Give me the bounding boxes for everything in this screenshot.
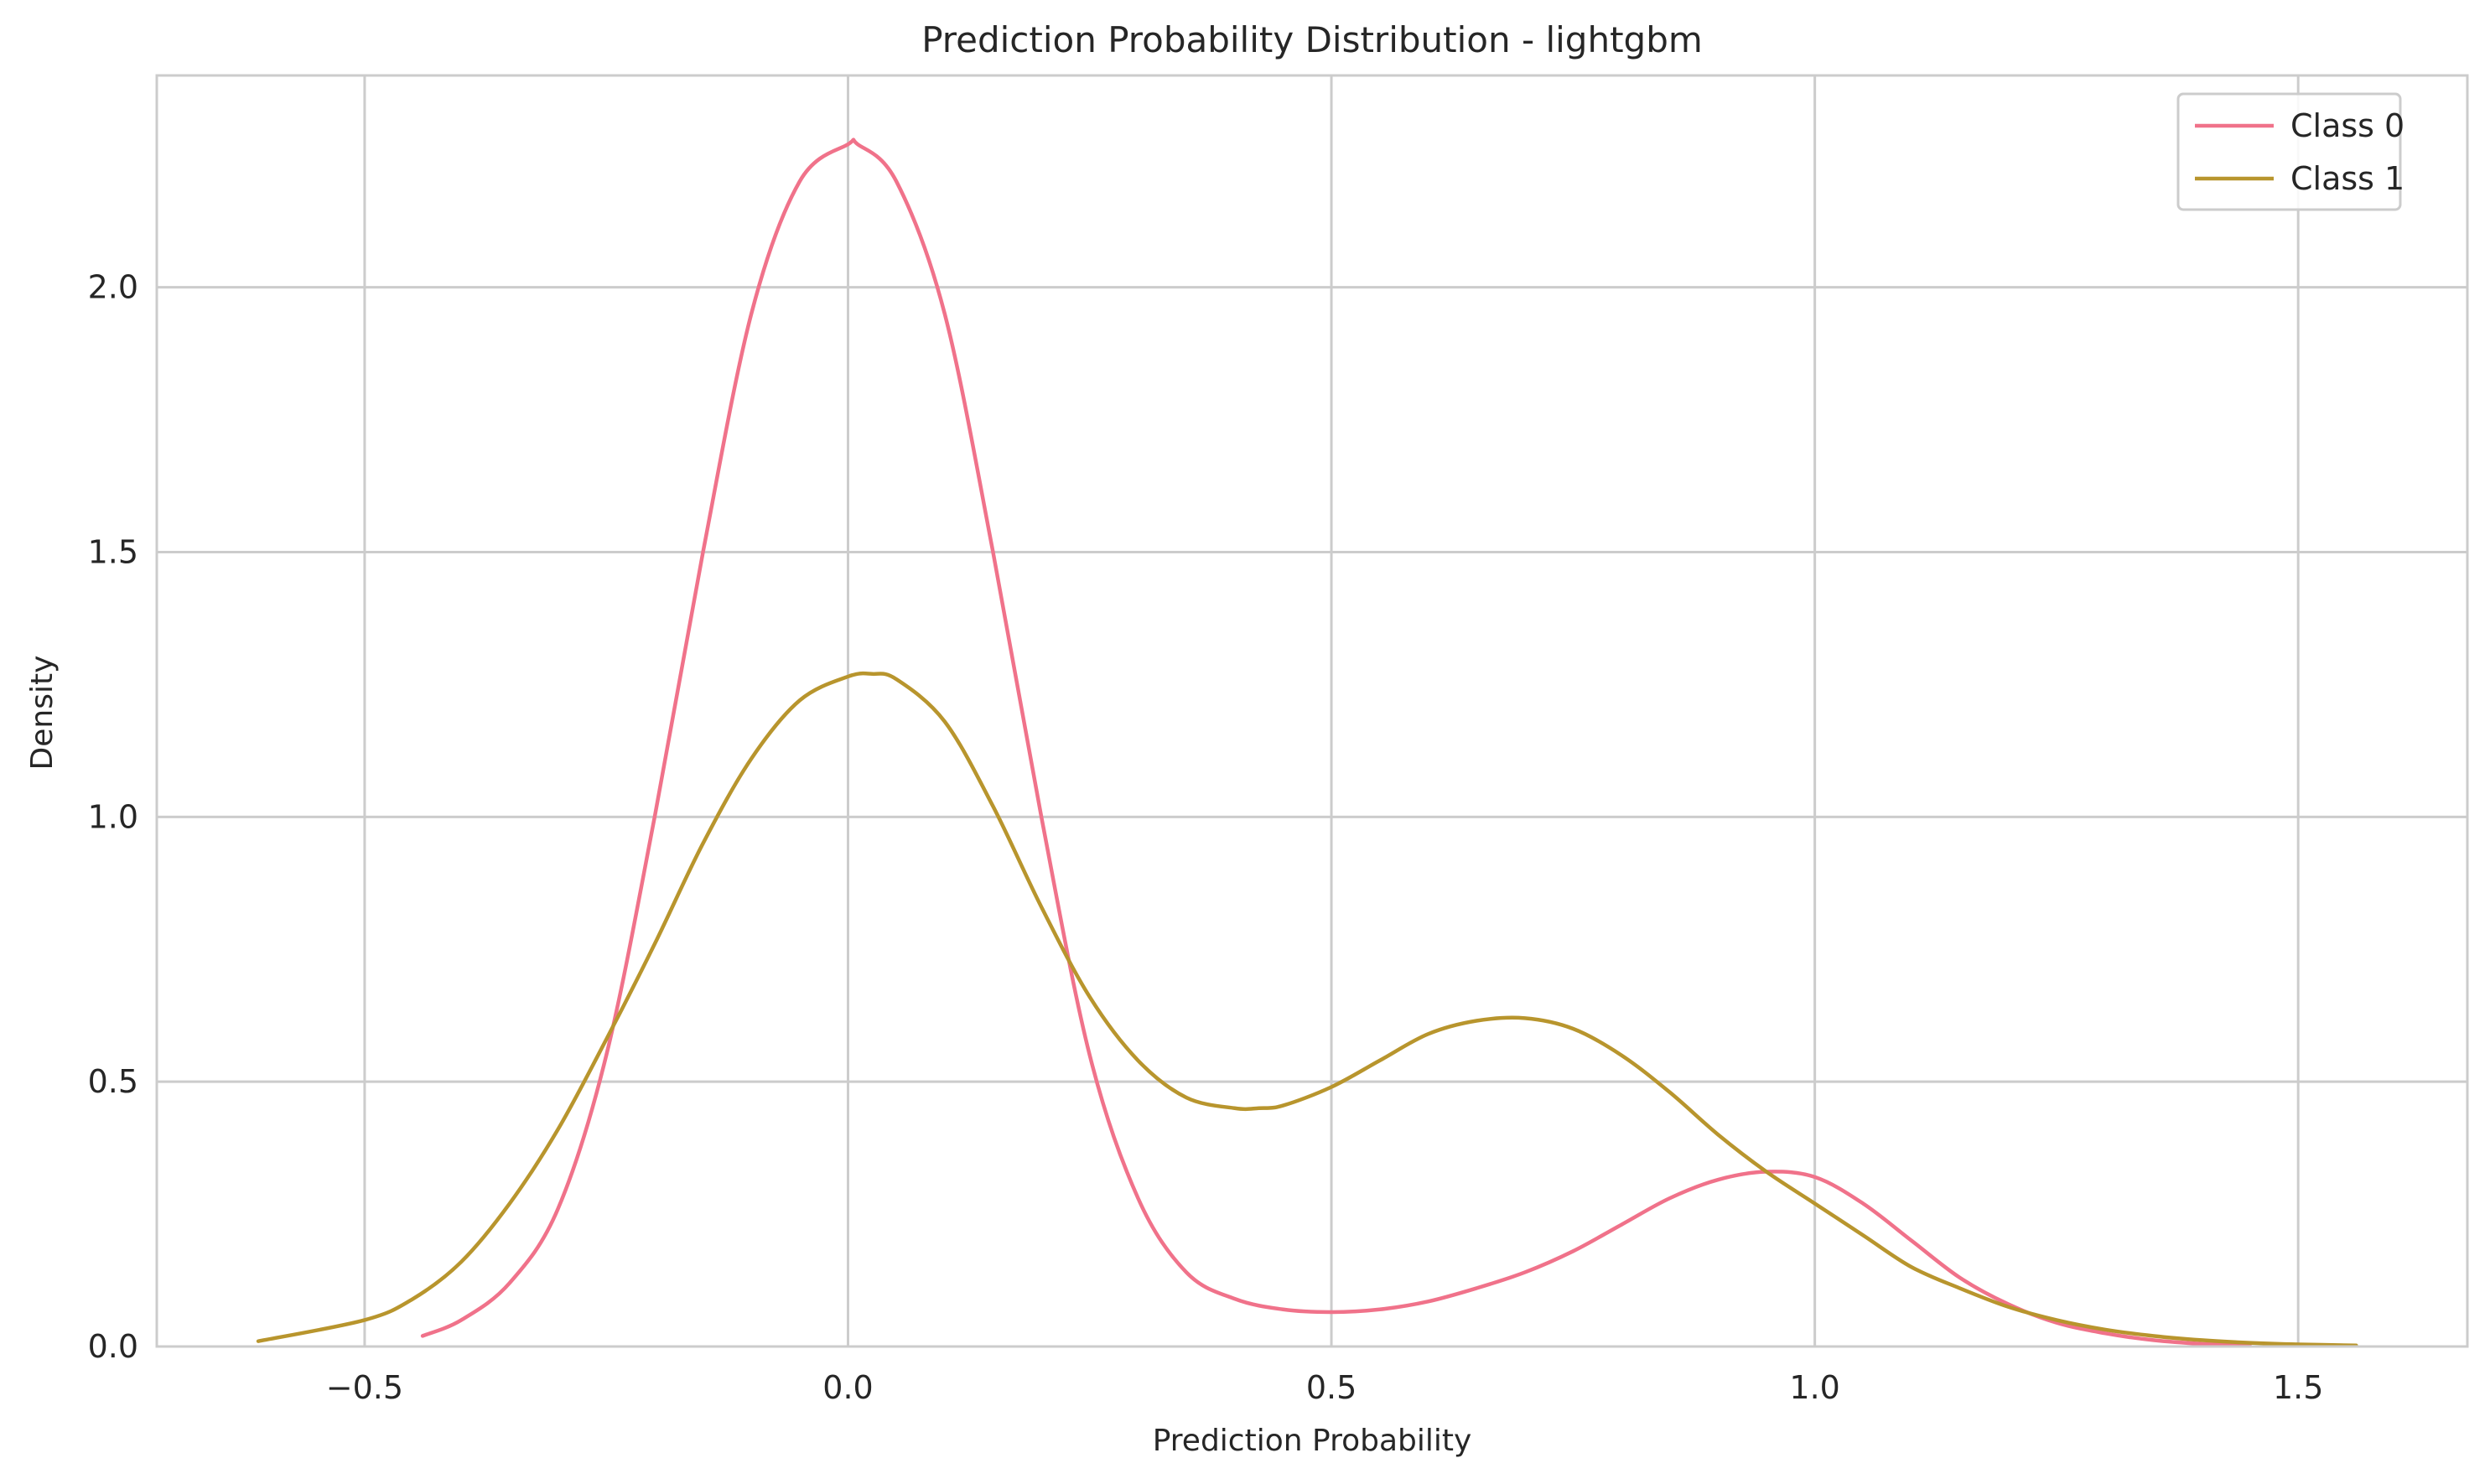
- y-tick-label: 0.5: [88, 1063, 138, 1100]
- y-axis-title: Density: [25, 656, 60, 771]
- chart-title: Prediction Probability Distribution - li…: [921, 19, 1703, 60]
- x-tick-label: 0.0: [822, 1369, 873, 1406]
- legend-label-class-0: Class 0: [2290, 107, 2404, 144]
- y-tick-label: 2.0: [88, 269, 138, 306]
- x-tick-labels: −0.5 0.0 0.5 1.0 1.5: [326, 1369, 2324, 1406]
- legend-label-class-1: Class 1: [2290, 160, 2404, 197]
- x-tick-label: 0.5: [1306, 1369, 1357, 1406]
- legend-box: [2176, 92, 2402, 211]
- series-lines: [256, 138, 2358, 1347]
- x-tick-label: 1.0: [1789, 1369, 1839, 1406]
- plot-frame: [155, 74, 2469, 1348]
- series-line-class-0: [420, 138, 2252, 1347]
- legend: Class 0 Class 1: [2176, 92, 2404, 211]
- x-tick-label: 1.5: [2273, 1369, 2323, 1406]
- x-tick-label: −0.5: [326, 1369, 403, 1406]
- series-line-class-1: [256, 671, 2358, 1347]
- y-tick-label: 0.0: [88, 1328, 138, 1365]
- y-tick-label: 1.5: [88, 534, 138, 571]
- y-tick-labels: 0.0 0.5 1.0 1.5 2.0: [88, 269, 138, 1365]
- x-axis-title: Prediction Probability: [1153, 1424, 1472, 1458]
- y-tick-label: 1.0: [88, 798, 138, 835]
